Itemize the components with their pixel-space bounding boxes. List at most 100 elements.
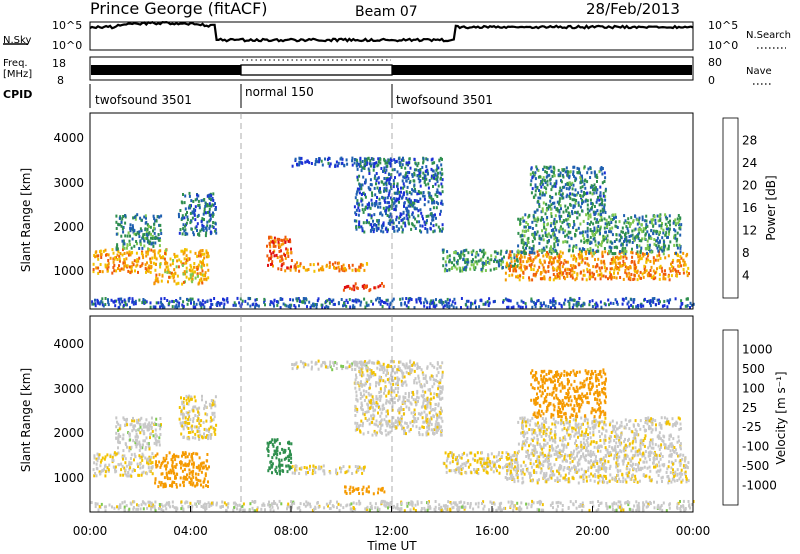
power-cell-9-151: [499, 252, 502, 256]
power-cell-13-481: [552, 299, 555, 303]
power-cell-1-138: [148, 242, 151, 246]
power-cell-11-451: [594, 243, 597, 247]
velocity-cell-0-109: [104, 470, 107, 474]
power-cell-2-184: [183, 250, 186, 254]
power-cell-1-155: [142, 235, 144, 239]
velocity-cell-2-175: [202, 461, 205, 465]
power-cell-11-589: [678, 243, 681, 247]
velocity-cell-2-161: [188, 475, 191, 479]
power-cell-13-555: [276, 300, 278, 304]
power-cell-10-319: [585, 252, 587, 256]
power-cell-11-615: [531, 227, 534, 230]
power-cell-9-122: [461, 266, 464, 270]
power-cell-10-20: [657, 258, 660, 262]
power-cell-13-64: [101, 301, 104, 305]
power-cell-11-598: [680, 223, 683, 227]
power-cell-11-340: [572, 226, 575, 230]
power-cell-11-305: [561, 221, 564, 225]
power-cell-13-424: [241, 299, 244, 303]
power-cell-13-553: [685, 297, 688, 301]
power-cell-11-481: [524, 251, 527, 255]
velocity-cell-1-52: [135, 445, 138, 449]
power-cell-3-134: [180, 200, 183, 204]
power-cell-11-350: [536, 216, 539, 220]
power-cell-10-492: [658, 253, 661, 257]
velocity-cell-7-42: [317, 359, 320, 363]
power-cell-8-53: [410, 227, 413, 231]
power-cell-7-1: [314, 162, 317, 166]
power-cell-8-398: [369, 229, 372, 233]
power-cell-2-65: [156, 279, 159, 283]
power-cell-11-608: [629, 222, 632, 226]
power-cell-13-455: [419, 298, 422, 302]
power-cell-13-283: [646, 300, 649, 303]
power-cell-1-99: [159, 238, 162, 242]
power-cell-8-540: [408, 197, 411, 201]
power-cell-10-321: [639, 254, 642, 258]
power-cell-10-418: [515, 254, 518, 258]
power-cell-10-58: [574, 278, 577, 282]
power-cell-1-102: [155, 219, 158, 223]
power-cell-13-477: [326, 299, 329, 303]
power-cell-8-70: [368, 213, 371, 217]
power-cell-13-317: [381, 305, 384, 309]
velocity-cell-7-55: [342, 365, 345, 368]
power-cell-10-497: [615, 264, 617, 268]
power-cell-10-146: [664, 269, 666, 273]
power-cell-13-85: [297, 297, 300, 300]
velocity-cell-3-145: [201, 435, 203, 439]
power-cell-0-6: [133, 259, 136, 263]
power-cell-13-26: [240, 302, 243, 306]
power-cell-7-38: [316, 160, 319, 164]
power-cell-9-130: [470, 259, 473, 263]
power-cell-13-231: [651, 297, 654, 301]
velocity-cell-7-56: [351, 368, 354, 371]
velocity-cell-4-41: [275, 449, 278, 453]
power-cell-2-128: [200, 265, 203, 269]
power-cell-13-293: [107, 303, 110, 307]
power-cell-12-29: [545, 202, 548, 206]
velocity-cell-3-163: [180, 409, 183, 413]
velocity-cell-2-108: [171, 482, 174, 486]
power-cell-8-352: [386, 164, 389, 168]
power-cell-13-397: [418, 297, 421, 301]
power-cell-11-124: [535, 232, 538, 236]
power-cell-7-29: [366, 159, 368, 163]
power-cell-8-73: [367, 156, 370, 160]
power-cell-9-80: [483, 261, 486, 265]
power-cell-3-97: [194, 226, 197, 230]
power-cell-13-92: [447, 301, 450, 305]
power-cell-10-423: [676, 274, 678, 278]
power-cell-12-64: [592, 210, 595, 214]
power-cell-10-417: [613, 275, 616, 279]
velocity-cell-8-153: [390, 371, 393, 375]
power-cell-11-516: [537, 218, 540, 222]
power-cell-8-431: [412, 203, 415, 207]
power-cell-11-637: [553, 233, 556, 237]
power-cell-10-229: [643, 271, 646, 274]
velocity-cell-4-13: [271, 456, 274, 460]
power-cell-10-474: [554, 276, 557, 280]
power-cell-2-23: [205, 249, 208, 253]
power-cell-2-100: [185, 275, 188, 279]
velocity-cell-8-134: [408, 391, 410, 395]
power-cell-2-84: [185, 266, 188, 270]
power-cell-8-438: [411, 213, 414, 217]
power-cell-13-369: [379, 302, 382, 306]
power-cell-13-91: [320, 303, 323, 307]
power-cell-5-47: [321, 265, 324, 269]
velocity-cell-3-100: [199, 424, 202, 427]
power-cell-13-56: [255, 298, 258, 301]
power-cell-3-159: [211, 203, 214, 207]
power-cell-8-157: [360, 225, 363, 229]
power-cell-11-490: [608, 245, 611, 249]
power-cell-8-544: [391, 219, 394, 223]
velocity-cell-3-156: [191, 430, 194, 434]
power-cell-13-510: [420, 301, 422, 305]
power-cell-11-638: [587, 214, 590, 217]
velocity-cell-4-57: [276, 471, 279, 475]
power-cell-13-108: [204, 300, 207, 304]
power-cell-8-128: [425, 157, 428, 161]
power-cell-12-238: [553, 205, 556, 209]
velocity-cell-3-105: [213, 411, 216, 415]
